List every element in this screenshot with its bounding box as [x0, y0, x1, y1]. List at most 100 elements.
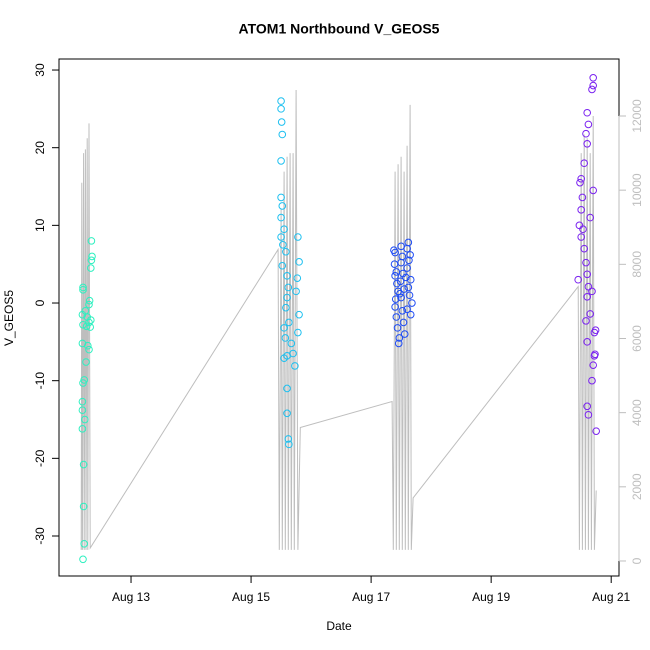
point — [395, 334, 404, 342]
y2-tick-label: 12000 — [630, 99, 644, 133]
y2-tick-label: 8000 — [630, 251, 644, 278]
point — [588, 376, 596, 385]
point — [283, 409, 291, 418]
y2-tick-label: 0 — [630, 557, 644, 564]
point — [78, 406, 87, 414]
point — [391, 295, 400, 303]
point — [578, 193, 587, 202]
point — [82, 358, 90, 366]
point — [586, 310, 594, 318]
point — [592, 427, 600, 435]
y-tick-label: 0 — [33, 299, 47, 306]
point — [284, 435, 293, 443]
point — [576, 178, 584, 187]
point — [589, 361, 597, 369]
point — [78, 397, 87, 406]
y-tick-label: -20 — [33, 449, 47, 467]
point — [405, 291, 414, 300]
y-tick-label: -30 — [33, 527, 47, 545]
point — [283, 384, 291, 393]
point — [580, 244, 588, 253]
point — [588, 85, 596, 94]
point — [584, 411, 593, 419]
y-tick-label: -10 — [33, 372, 47, 390]
point — [406, 275, 415, 284]
point — [284, 283, 293, 292]
point — [391, 303, 399, 311]
point — [399, 318, 408, 327]
point — [577, 174, 585, 183]
point — [400, 330, 409, 338]
point — [294, 233, 302, 241]
point — [277, 193, 285, 202]
point — [280, 225, 288, 234]
point — [81, 306, 90, 315]
point — [582, 317, 590, 325]
point — [583, 402, 591, 411]
point — [277, 105, 285, 113]
point — [589, 73, 597, 82]
point — [280, 354, 288, 362]
point — [582, 129, 590, 138]
point — [79, 460, 88, 469]
y2-tick-label: 6000 — [630, 325, 644, 352]
point — [285, 440, 293, 449]
point — [580, 159, 588, 168]
point — [396, 289, 404, 298]
point — [279, 240, 287, 249]
point — [583, 338, 591, 346]
point — [404, 283, 413, 292]
x-tick-label: Aug 15 — [232, 590, 270, 604]
point — [285, 318, 293, 327]
chart-title: ATOM1 Northbound V_GEOS5 — [239, 21, 440, 37]
point — [85, 296, 94, 305]
point — [81, 415, 89, 424]
point — [79, 555, 87, 564]
point — [82, 322, 91, 331]
point — [403, 244, 411, 253]
point — [292, 287, 300, 296]
point — [398, 306, 407, 315]
point — [295, 258, 303, 266]
point — [277, 118, 286, 126]
point — [277, 233, 285, 241]
plot-frame — [58, 58, 620, 577]
point — [393, 324, 402, 332]
y-tick-label: 10 — [33, 218, 47, 232]
x-axis-label: Date — [326, 619, 352, 633]
point — [392, 313, 401, 321]
x-tick-label: Aug 21 — [592, 590, 630, 604]
point — [408, 299, 416, 307]
point — [402, 273, 410, 282]
altitude-line — [80, 89, 597, 550]
point — [87, 237, 96, 245]
point — [584, 282, 593, 291]
point — [405, 256, 413, 265]
y-axis-label: V_GEOS5 — [2, 290, 16, 346]
point — [293, 274, 302, 282]
y2-tick-label: 2000 — [630, 473, 644, 500]
x-tick-label: Aug 13 — [112, 590, 150, 604]
point — [84, 341, 92, 350]
point — [87, 264, 95, 272]
point — [403, 305, 411, 314]
point — [278, 130, 287, 139]
point — [80, 539, 89, 548]
point — [406, 251, 414, 259]
y2-tick-label: 10000 — [630, 173, 644, 207]
point — [583, 108, 591, 117]
point — [577, 206, 585, 214]
point — [586, 213, 594, 222]
point — [583, 293, 591, 301]
point — [277, 213, 285, 222]
point — [281, 334, 290, 342]
point — [397, 258, 405, 267]
point — [294, 328, 302, 337]
point — [406, 310, 415, 319]
point — [78, 425, 87, 433]
point — [397, 293, 405, 302]
point — [85, 318, 93, 327]
point — [577, 233, 585, 241]
point — [79, 502, 88, 511]
